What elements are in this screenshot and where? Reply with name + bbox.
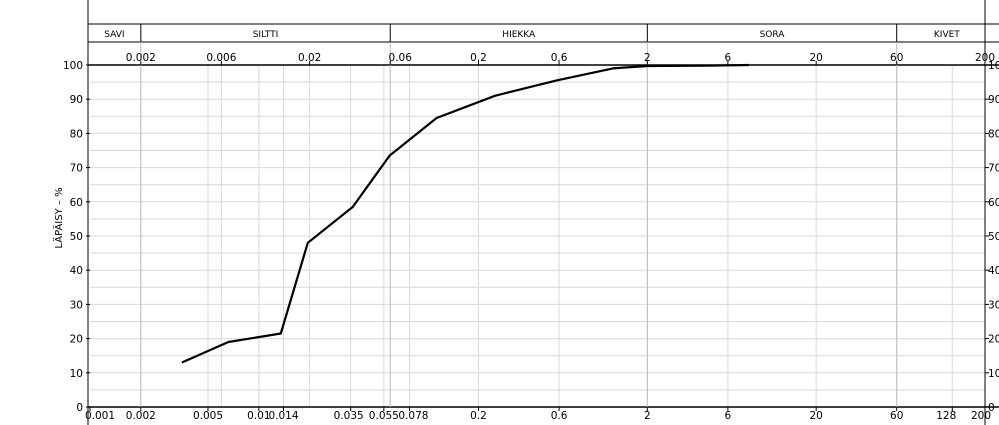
y-tick-label-left: 100: [63, 60, 83, 72]
y-tick-label-left: 0: [76, 402, 83, 414]
top-tick-label: 0.2: [470, 52, 487, 64]
bottom-tick-label: 0.078: [398, 410, 428, 422]
y-tick-label-left: 40: [70, 265, 83, 277]
fraction-header: SAVI SILTTI HIEKKA SORA KIVET: [104, 24, 960, 407]
bottom-tick-label: 0.014: [268, 410, 298, 422]
y-tick-label-right: 40: [988, 265, 999, 277]
bottom-tick-label: 0.005: [193, 410, 223, 422]
top-tick-label: 0.006: [206, 52, 236, 64]
bottom-tick-label: 0.01: [247, 410, 270, 422]
y-tick-label-left: 10: [70, 368, 83, 380]
top-tick-label: 0.002: [126, 52, 156, 64]
y-tick-label-left: 80: [70, 128, 83, 140]
top-tick-label: 2: [644, 52, 651, 64]
y-tick-label-left: 30: [70, 299, 83, 311]
y-tick-label-left: 20: [70, 334, 83, 346]
top-tick-label: 200: [975, 52, 995, 64]
top-tick-label: 20: [809, 52, 822, 64]
y-tick-label-right: 60: [988, 197, 999, 209]
y-tick-label-right: 0: [988, 402, 995, 414]
bottom-tick-label: 60: [890, 410, 903, 422]
bottom-tick-label: 2: [644, 410, 651, 422]
top-tick-label: 0.6: [551, 52, 568, 64]
grading-curve: [181, 63, 750, 364]
y-tick-label-left: 50: [70, 231, 83, 243]
bottom-tick-label: 0.055: [369, 410, 399, 422]
y-tick-label-left: 60: [70, 197, 83, 209]
bottom-tick-label: 0.6: [551, 410, 568, 422]
y-tick-label-right: 10: [988, 368, 999, 380]
y-tick-label-right: 20: [988, 334, 999, 346]
y-tick-label-right: 50: [988, 231, 999, 243]
fraction-label: KIVET: [934, 30, 960, 40]
y-tick-label-right: 30: [988, 299, 999, 311]
series-layer: [181, 63, 750, 364]
bottom-tick-label: 0.2: [470, 410, 487, 422]
bottom-tick-label: 20: [809, 410, 822, 422]
grid-layer: [90, 65, 986, 407]
bottom-tick-label: 200: [971, 410, 991, 422]
top-tick-label: 0.06: [389, 52, 413, 64]
fraction-label: HIEKKA: [502, 30, 536, 40]
y-tick-label-right: 90: [988, 94, 999, 106]
y-tick-label-left: 90: [70, 94, 83, 106]
fraction-label: SAVI: [104, 30, 124, 40]
frame-layer: [87, 0, 999, 425]
bottom-tick-label: 0.035: [334, 410, 364, 422]
bottom-tick-label: 0.001: [85, 410, 115, 422]
y-tick-label-right: 80: [988, 128, 999, 140]
bottom-tick-label: 6: [725, 410, 732, 422]
top-tick-label: 6: [725, 52, 732, 64]
y-tick-label-right: 100: [988, 60, 999, 72]
y-tick-label-left: 70: [70, 163, 83, 175]
top-tick-label: 0.02: [298, 52, 321, 64]
y-axis-label: LÄPÄISY – %: [52, 187, 65, 248]
y-tick-label-right: 70: [988, 163, 999, 175]
fraction-label: SILTTI: [253, 30, 279, 40]
fraction-label: SORA: [760, 30, 786, 40]
top-tick-label: 60: [890, 52, 903, 64]
bottom-tick-label: 0.002: [126, 410, 156, 422]
bottom-tick-label: 128: [936, 410, 956, 422]
